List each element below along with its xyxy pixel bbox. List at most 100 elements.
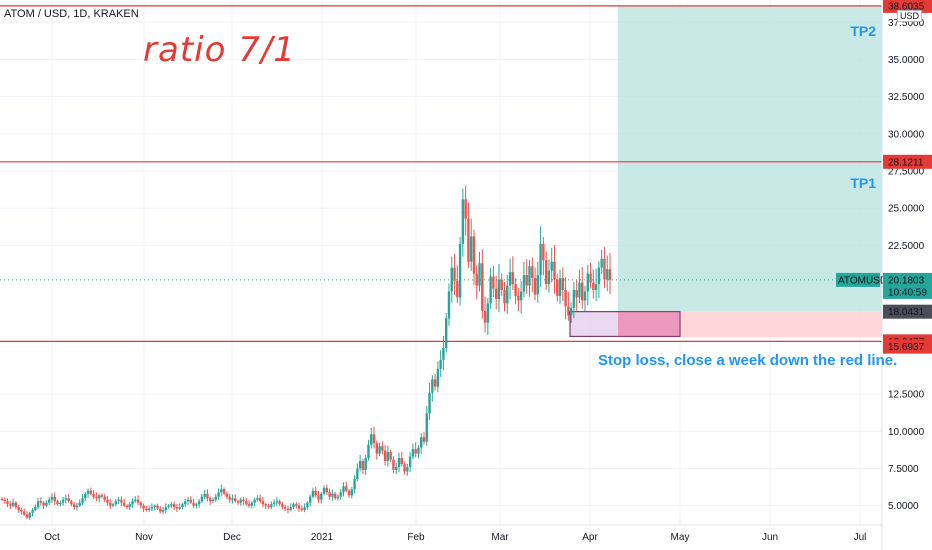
candle-body [111,504,115,506]
candle [414,442,417,458]
candle-body [381,446,384,451]
candle-body [408,456,412,467]
candle-body [558,278,562,296]
candle-body [422,437,426,442]
candle-body [300,508,304,511]
price-label-text: 38.6035 [888,1,925,12]
candle [111,502,115,508]
candle-body [167,505,170,508]
candle-body [397,458,401,467]
candle [320,492,323,504]
candle [375,440,378,460]
candle-body [458,243,462,298]
candle [170,502,173,508]
candle [475,265,478,300]
candle [314,486,317,498]
candle [333,492,337,500]
candle [395,462,398,475]
y-tick-label: 30.0000 [888,129,925,140]
candle-body [81,498,84,503]
candle-body [517,295,520,301]
candle-body [497,279,501,299]
candle [70,499,73,507]
candle [200,493,204,503]
candle [103,493,106,503]
candle-body [603,258,606,280]
candle-body [206,493,209,499]
candle-body [70,501,73,505]
candle-body [389,452,392,460]
candle [289,503,292,512]
candle [45,500,48,508]
candle [606,255,609,292]
candle [270,501,273,510]
candle [383,444,387,466]
candle-body [209,498,212,502]
symbol-title: ATOM / USD, 1D, KRAKEN [4,8,139,20]
candle [417,445,420,459]
candle-body [353,478,356,490]
tp2-label: TP2 [850,23,876,39]
candle-body [322,487,326,494]
candle-body [439,359,442,369]
candle-body [50,496,54,500]
candle-body [414,449,417,454]
candle [497,263,501,313]
candle [261,497,265,508]
candle [386,445,390,467]
candle-body [17,507,20,511]
candle-body [403,464,406,472]
candle-body [161,510,165,512]
candle-body [147,508,151,511]
candle-body [525,275,528,286]
candle-body [59,502,62,505]
candle-body [253,499,256,503]
candle [147,505,151,513]
candle [600,249,603,274]
candle [370,427,373,449]
candle [342,482,345,497]
candle-body [78,502,81,506]
candle-body [456,281,459,298]
x-tick-label: Nov [135,532,153,543]
candle [195,502,198,509]
candle-body [608,269,612,280]
candle [439,350,442,377]
candle [403,461,406,475]
candle-body [311,490,315,497]
candle [61,496,65,506]
time-axis: Oct Nov Dec 2021 Feb Mar Apr May Jun Jul [0,0,883,550]
candle [23,508,26,516]
candle [297,502,301,512]
x-tick-label: Mar [491,532,509,543]
candle-body [395,466,398,470]
candle [47,496,51,505]
candle-body [272,502,276,505]
candle-body [225,493,229,497]
x-tick-label: Oct [44,532,60,543]
candle-body [203,493,206,497]
candle-body [453,267,456,282]
candle [514,278,517,305]
candle [67,493,70,503]
candle [361,458,365,475]
candle-body [267,505,270,508]
countdown-text: 10:40:59 [888,287,927,298]
candle [445,313,448,353]
x-tick-label: Dec [223,532,241,543]
candle-body [445,318,448,349]
candle [347,489,351,498]
candle [53,492,56,505]
candle-body [197,501,201,505]
candle [572,281,576,319]
candle-body [142,505,145,509]
candle [28,511,31,520]
candle [372,426,376,449]
candle [97,493,101,503]
price-label-text: 18.0431 [888,307,925,318]
candle-body [125,505,129,508]
candle [353,475,356,494]
candle [250,501,254,509]
candle [408,452,412,473]
currency-badge[interactable]: USD [897,10,923,22]
